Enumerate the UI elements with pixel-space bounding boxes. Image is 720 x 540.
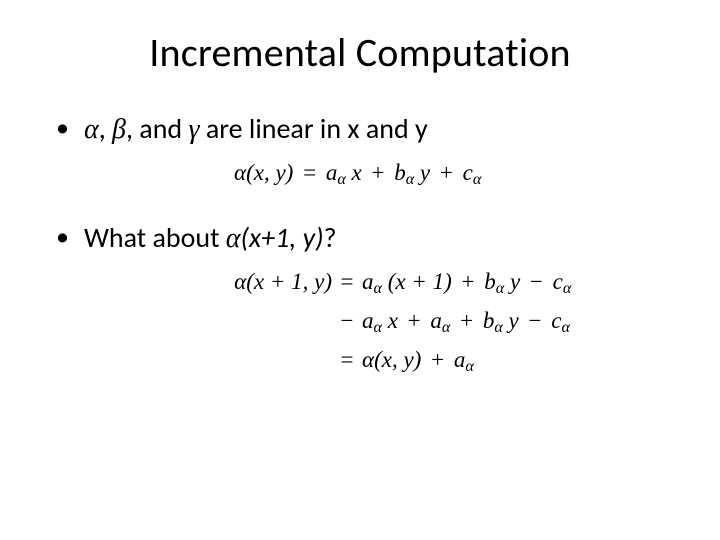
eq-fn: α (234, 269, 246, 294)
eq-args: (x, y) (246, 160, 293, 185)
eq-lhs (222, 307, 332, 338)
eq-sub: α (494, 319, 502, 336)
eq-plus: + (367, 160, 388, 185)
bullet-item: What about α(x+1, y)? α(x + 1, y) = aα (… (56, 220, 672, 377)
eq-sub: α (374, 280, 382, 297)
bullet-item: α, β, and γ are linear in x and y α(x, y… (56, 111, 672, 190)
text-italic: (x+1, y) (241, 220, 324, 255)
eq-term: a (326, 160, 338, 185)
eq-var: x (346, 160, 362, 185)
greek-beta: β (112, 114, 126, 145)
eq-plus: + (458, 269, 479, 294)
eq-sub: α (561, 319, 569, 336)
eq-args: (x, y) (374, 347, 421, 372)
slide-title: Incremental Computation (48, 28, 672, 77)
text: , (99, 111, 112, 146)
equation-linear: α(x, y) = aα x + bα y + cα (234, 159, 672, 190)
eq-sub: α (442, 319, 450, 336)
eq-sub: α (473, 171, 481, 188)
eq-args: (x + 1, y) (246, 269, 332, 294)
eq-term: a (362, 308, 374, 333)
eq-var: y (504, 269, 520, 294)
eq-var: y (503, 308, 519, 333)
equation-recurrence: α(x + 1, y) = aα (x + 1) + bα y − cα − a… (222, 268, 672, 377)
eq-lhs (222, 346, 332, 377)
eq-sub: α (563, 280, 571, 297)
greek-alpha: α (226, 223, 241, 254)
eq-var: x (382, 308, 398, 333)
eq-sub: α (496, 280, 504, 297)
bullet-list: α, β, and γ are linear in x and y α(x, y… (48, 111, 672, 378)
eq-plus: + (456, 308, 477, 333)
greek-alpha: α (84, 114, 99, 145)
eq-plus: + (427, 347, 448, 372)
eq-term: a (454, 347, 466, 372)
eq-term: b (483, 308, 495, 333)
eq-term: c (463, 160, 473, 185)
eq-mid: − (332, 307, 362, 338)
eq-fn: α (234, 160, 246, 185)
eq-minus: − (526, 269, 547, 294)
text: What about (84, 220, 226, 255)
eq-mid: = (332, 268, 362, 299)
eq-term: b (394, 160, 406, 185)
eq-plus: + (436, 160, 457, 185)
eq-term: c (553, 269, 563, 294)
eq-term: a (362, 269, 374, 294)
eq-var: y (414, 160, 430, 185)
greek-gamma: γ (188, 114, 199, 145)
eq-minus: − (525, 308, 546, 333)
eq-term: c (551, 308, 561, 333)
eq-rhs: aα (x + 1) + bα y − cα (362, 268, 672, 299)
eq-sub: α (337, 171, 345, 188)
text: ? (324, 220, 337, 255)
text: are linear in x and y (200, 111, 428, 146)
eq-sub: α (406, 171, 414, 188)
slide: Incremental Computation α, β, and γ are … (0, 0, 720, 540)
eq-rhs: aα x + aα + bα y − cα (362, 307, 672, 338)
eq-term: a (430, 308, 442, 333)
eq-equals: = (299, 160, 320, 185)
eq-rhs: α(x, y) + aα (362, 346, 672, 377)
text: , and (126, 111, 188, 146)
eq-fn: α (362, 347, 374, 372)
eq-term: b (484, 269, 496, 294)
eq-var: (x + 1) (382, 269, 452, 294)
eq-sub: α (465, 358, 473, 375)
eq-sub: α (374, 319, 382, 336)
eq-lhs: α(x + 1, y) (222, 268, 332, 299)
eq-mid: = (332, 346, 362, 377)
eq-plus: + (404, 308, 425, 333)
